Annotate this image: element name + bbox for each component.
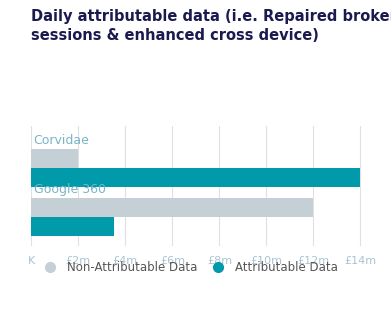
Legend: Non-Attributable Data, Attributable Data: Non-Attributable Data, Attributable Data xyxy=(34,257,343,279)
Bar xyxy=(31,217,113,236)
Text: Corvidae: Corvidae xyxy=(34,135,90,148)
Bar xyxy=(31,168,361,187)
Text: Daily attributable data (i.e. Repaired broken
sessions & enhanced cross device): Daily attributable data (i.e. Repaired b… xyxy=(31,9,391,43)
Text: Google 360: Google 360 xyxy=(34,184,106,197)
Bar xyxy=(31,198,314,217)
Bar xyxy=(31,149,78,168)
